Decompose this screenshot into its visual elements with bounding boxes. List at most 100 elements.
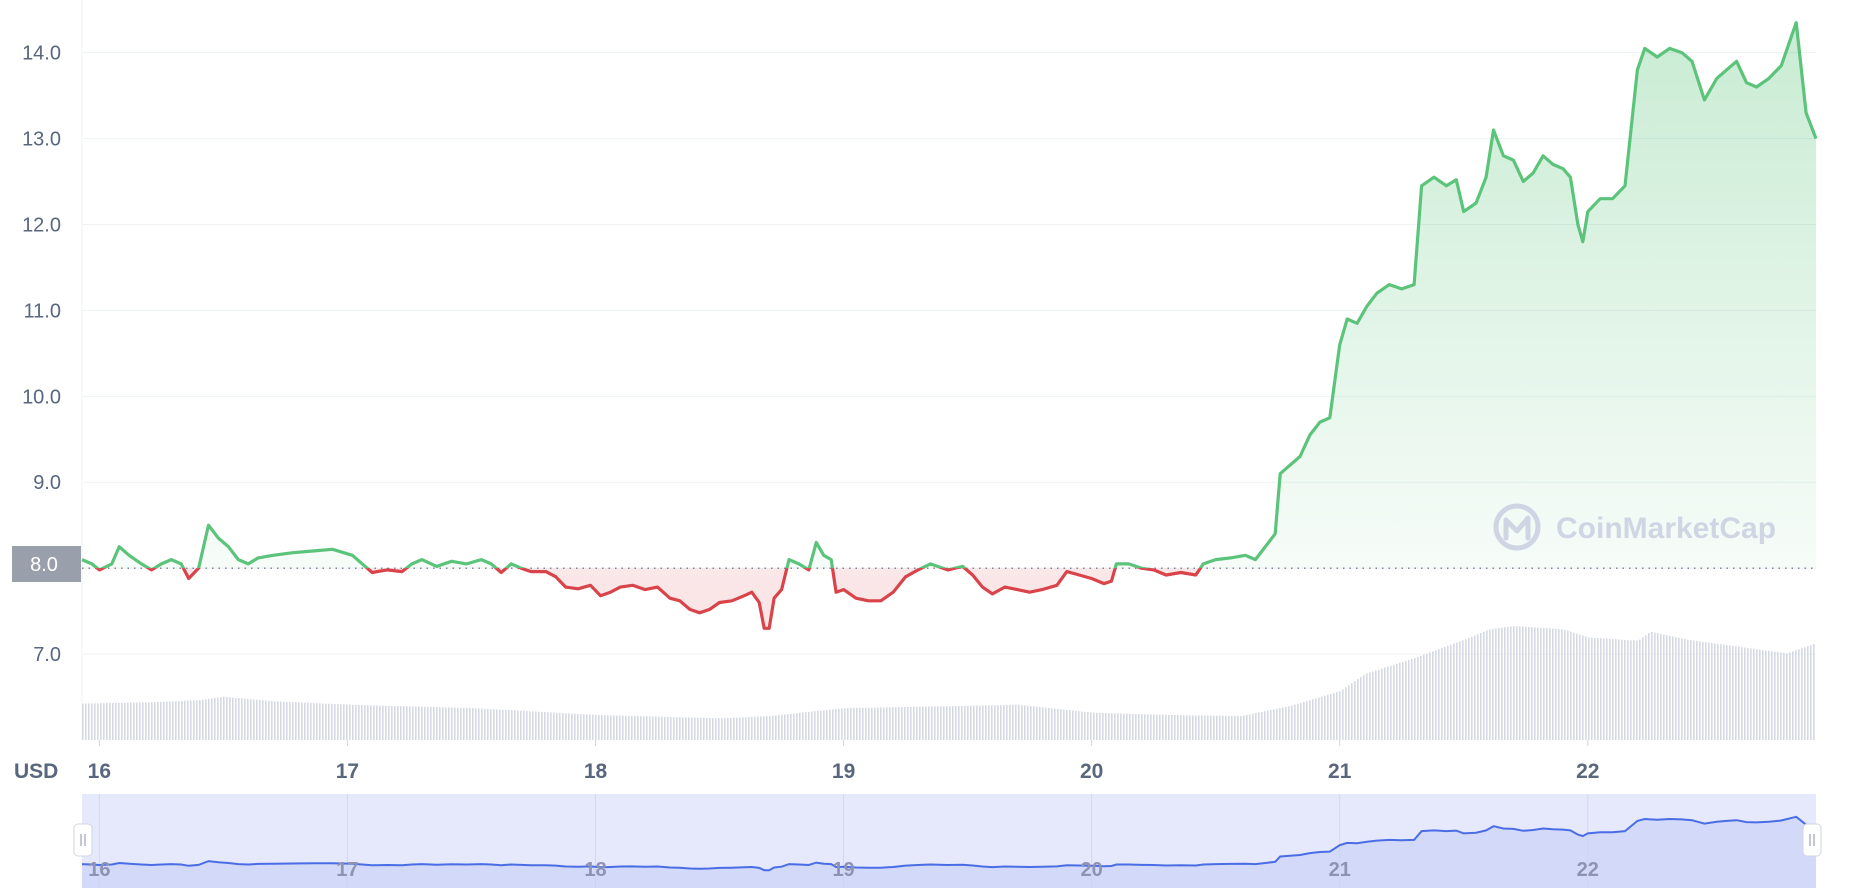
volume-bar [1552, 628, 1554, 740]
volume-bar [1642, 637, 1644, 740]
volume-bar [1717, 643, 1719, 740]
volume-bar [904, 706, 906, 740]
volume-bar [1123, 713, 1125, 740]
volume-bar [562, 713, 564, 740]
volume-bar [1219, 715, 1221, 740]
volume-bar [1723, 644, 1725, 740]
navigator-left-handle[interactable] [73, 823, 93, 857]
volume-bar [664, 716, 666, 740]
volume-bar [1177, 715, 1179, 740]
volume-bar [433, 707, 435, 740]
volume-bar [709, 718, 711, 740]
navigator-tick-label: 17 [336, 859, 358, 881]
volume-bar [331, 703, 333, 740]
volume-bar [604, 715, 606, 740]
volume-bar [250, 699, 252, 740]
volume-bar [262, 700, 264, 740]
volume-bar [1285, 706, 1287, 740]
y-tick-label: 13.0 [22, 129, 61, 151]
volume-bar [1750, 648, 1752, 740]
volume-bar [490, 709, 492, 740]
volume-bar [235, 697, 237, 740]
volume-bar [1435, 650, 1437, 740]
volume-bar [1312, 699, 1314, 740]
volume-bar [1351, 683, 1353, 740]
volume-bar [1054, 708, 1056, 740]
volume-bar [484, 708, 486, 740]
volume-bar [1180, 715, 1182, 740]
volume-bar [529, 711, 531, 740]
volume-bar [1510, 626, 1512, 740]
volume-bar [1405, 660, 1407, 740]
volume-bar [1120, 713, 1122, 740]
volume-bar [1078, 711, 1080, 740]
navigator-right-handle[interactable] [1802, 823, 1822, 857]
volume-bar [400, 706, 402, 740]
volume-bar [502, 709, 504, 740]
reference-price-label-bg [12, 546, 81, 582]
volume-bar [436, 707, 438, 740]
volume-bar [727, 717, 729, 740]
volume-bar [1372, 671, 1374, 740]
volume-bar [1126, 713, 1128, 740]
volume-bar [514, 710, 516, 740]
volume-bar [1096, 712, 1098, 740]
volume-bar [682, 717, 684, 740]
volume-bar [1051, 708, 1053, 740]
volume-bar [139, 702, 141, 740]
range-navigator[interactable]: 16 17 18 19 20 21 22 [73, 794, 1822, 888]
volume-bar [1318, 697, 1320, 740]
volume-bar [949, 706, 951, 740]
volume-bar [451, 707, 453, 740]
volume-bar [406, 706, 408, 740]
volume-bar [409, 706, 411, 740]
volume-bar [1462, 640, 1464, 740]
x-tick-label: 21 [1328, 760, 1352, 783]
volume-bar [1081, 711, 1083, 740]
volume-bar [1705, 642, 1707, 740]
volume-bar [202, 699, 204, 740]
volume-bar [1108, 713, 1110, 740]
volume-bar [787, 714, 789, 740]
volume-bar [1366, 673, 1368, 740]
volume-bar [553, 712, 555, 740]
volume-bar [343, 704, 345, 740]
volume-bar [1744, 647, 1746, 740]
volume-bar [274, 701, 276, 740]
volume-bar [232, 697, 234, 740]
volume-bar [478, 708, 480, 740]
volume-bar [1609, 638, 1611, 740]
volume-bar [1651, 631, 1653, 740]
volume-bar [646, 716, 648, 740]
volume-bar [421, 706, 423, 740]
volume-bar [967, 705, 969, 740]
volume-bar [1396, 663, 1398, 740]
volume-bar [871, 707, 873, 740]
volume-bar [1240, 716, 1242, 740]
volume-bar [922, 706, 924, 740]
volume-bar [940, 706, 942, 740]
volume-bar [886, 707, 888, 740]
volume-bar [799, 712, 801, 740]
volume-bar [1093, 712, 1095, 740]
volume-bar [1486, 630, 1488, 740]
volume-bar [157, 702, 159, 740]
volume-bar [1432, 651, 1434, 740]
volume-bar [1465, 639, 1467, 740]
volume-bar [1597, 638, 1599, 740]
volume-bar [1165, 714, 1167, 740]
volume-bar [1669, 635, 1671, 740]
volume-bar [928, 706, 930, 740]
volume-bar [613, 715, 615, 740]
volume-bar [625, 715, 627, 740]
volume-bar [259, 699, 261, 740]
volume-bar [526, 711, 528, 740]
price-line [81, 21, 1818, 630]
volume-bar [784, 714, 786, 740]
volume-bar [1105, 713, 1107, 740]
volume-bar [1594, 637, 1596, 740]
volume-bar [418, 706, 420, 740]
volume-bar [1675, 637, 1677, 740]
volume-bar [742, 717, 744, 740]
volume-bar [385, 705, 387, 740]
